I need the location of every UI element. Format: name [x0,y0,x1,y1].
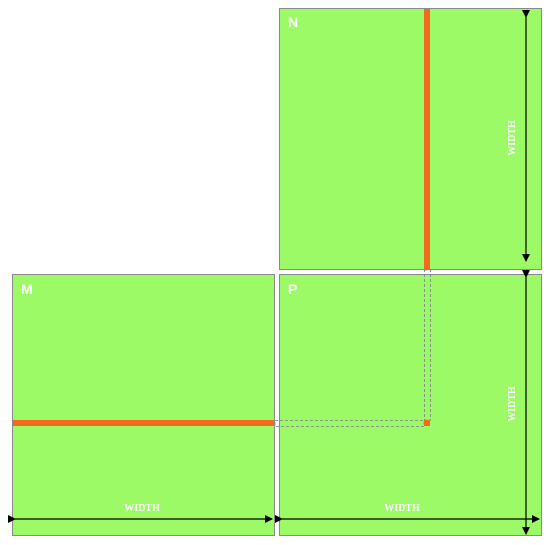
p-column-guide [424,269,431,421]
matrix-p-box [279,274,542,536]
matrix-p-width-label-right: WIDTH [507,386,518,422]
matrix-m: M WIDTH [8,274,275,536]
matrix-p-width-label-bottom: WIDTH [384,503,420,514]
matrix-n: N WIDTH [279,8,542,270]
matrix-p-label: P [288,281,297,297]
matrix-p: P WIDTH WIDTH [274,269,542,536]
matrix-n-width-label: WIDTH [507,120,518,156]
matrix-n-column-highlight [424,9,430,269]
matrix-m-width-label: WIDTH [124,503,160,514]
matrix-m-box [12,274,275,536]
matrix-n-label: N [288,14,298,30]
matrix-m-row-highlight [13,420,274,426]
p-result-element [424,420,430,426]
matrix-n-box [279,8,542,270]
matrix-m-label: M [21,281,33,297]
